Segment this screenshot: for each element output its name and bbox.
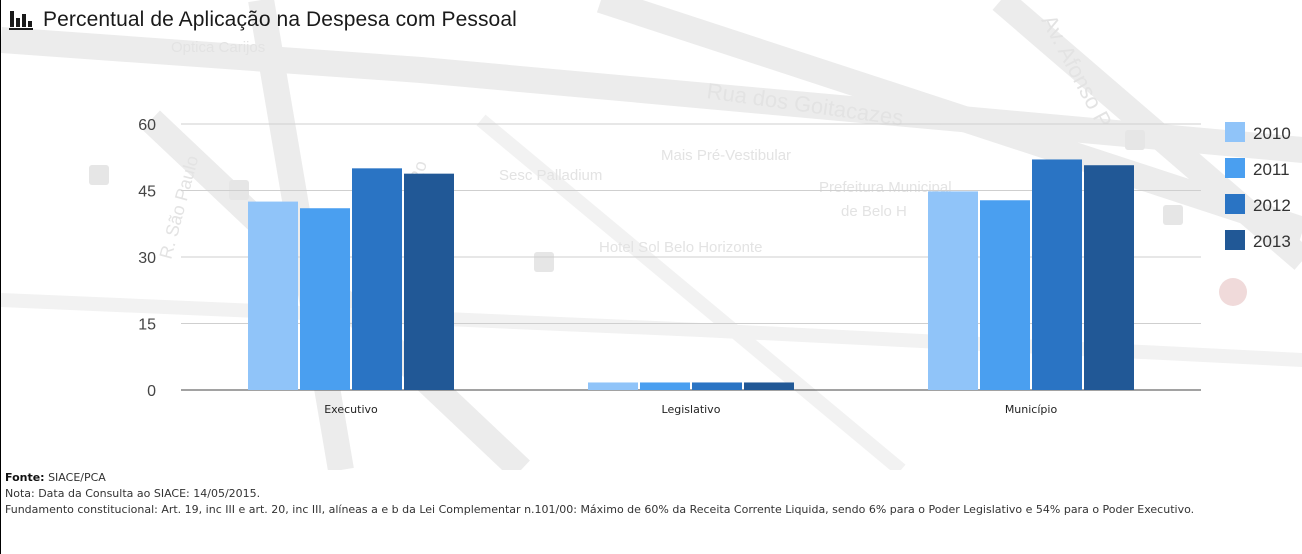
legal-basis-note: Fundamento constitucional: Art. 19, inc …: [5, 503, 1195, 516]
chart-footer: Fonte: SIACE/PCA Nota: Data da Consulta …: [5, 470, 1301, 518]
legend-label: 2013: [1253, 232, 1291, 251]
bar-chart: 0 15 30 45 60 Executivo Legislativo Município 20…: [138, 117, 1291, 416]
x-tick-label: Legislativo: [662, 403, 721, 416]
legend-swatch: [1225, 194, 1245, 214]
legend-label: 2012: [1253, 196, 1291, 215]
legend-label: 2011: [1253, 160, 1290, 179]
consult-date-note: Nota: Data da Consulta ao SIACE: 14/05/2…: [5, 487, 261, 500]
bar-2010: [928, 191, 978, 390]
chart-title: Percentual de Aplicação na Despesa com P…: [43, 8, 517, 31]
chart-header: Percentual de Aplicação na Despesa com P…: [9, 4, 517, 36]
bar-2011: [300, 208, 350, 390]
bar-chart-icon: [9, 11, 33, 30]
y-tick-label: 60: [138, 117, 156, 134]
bar-2011: [980, 200, 1030, 390]
bar-2011: [640, 382, 690, 390]
bar-2013: [1084, 165, 1134, 390]
y-tick-label: 15: [138, 317, 156, 334]
legend-swatch: [1225, 158, 1245, 178]
bar-2013: [744, 382, 794, 390]
bar-2013: [404, 173, 454, 390]
source-line: Fonte: SIACE/PCA: [5, 470, 1301, 486]
legend-swatch: [1225, 230, 1245, 250]
bar-2012: [692, 382, 742, 390]
bar-2010: [588, 382, 638, 390]
y-tick-label: 0: [147, 383, 156, 400]
x-tick-label: Executivo: [324, 403, 378, 416]
bar-2012: [1032, 159, 1082, 390]
bar-2010: [248, 201, 298, 390]
bar-2012: [352, 168, 402, 390]
x-tick-label: Município: [1005, 403, 1058, 416]
source-label: Fonte:: [5, 471, 45, 484]
y-tick-label: 45: [138, 184, 156, 201]
source-value: SIACE/PCA: [44, 471, 106, 484]
y-tick-label: 30: [138, 250, 156, 267]
legend-label: 2010: [1253, 124, 1291, 143]
legend-swatch: [1225, 122, 1245, 142]
